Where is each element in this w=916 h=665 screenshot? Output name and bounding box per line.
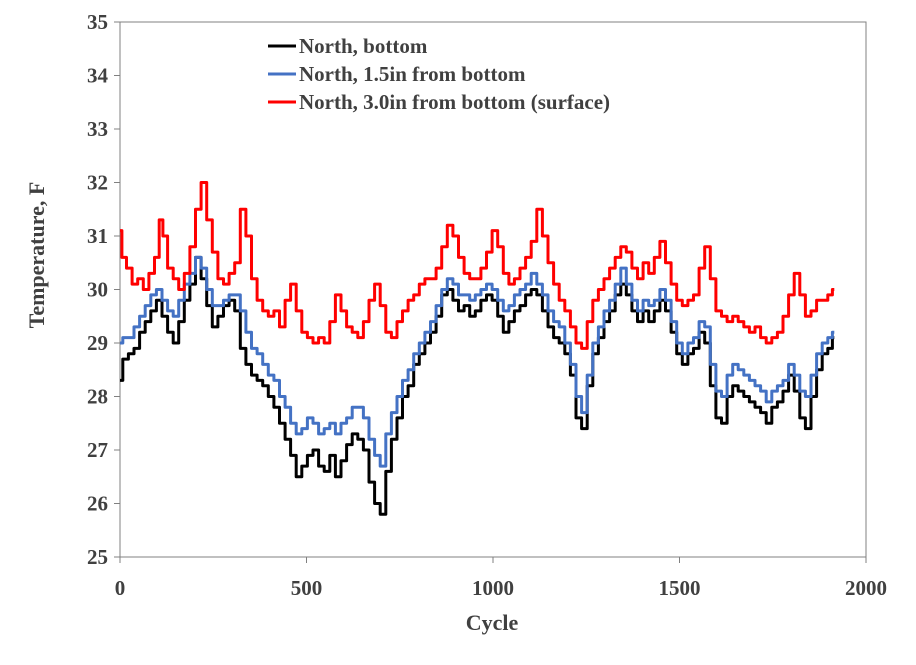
x-tick-label: 500 [291, 576, 323, 600]
y-tick-label: 34 [87, 64, 109, 88]
series-line-2 [120, 255, 835, 468]
y-tick-label: 32 [87, 171, 108, 195]
legend-label-2: North, 1.5in from bottom [299, 62, 526, 86]
y-tick-label: 29 [87, 331, 108, 355]
series-line-3 [120, 181, 835, 350]
x-tick-label: 1500 [659, 576, 701, 600]
x-tick-label: 1000 [472, 576, 514, 600]
x-tick-label: 0 [115, 576, 126, 600]
legend-label-3: North, 3.0in from bottom (surface) [299, 90, 610, 114]
x-axis-ticks: 0 500 1000 1500 2000 [115, 557, 887, 600]
y-tick-label: 30 [87, 278, 108, 302]
legend-label-1: North, bottom [299, 34, 428, 58]
y-tick-label: 26 [87, 492, 108, 516]
y-axis-title: Temperature, F [24, 182, 49, 329]
y-tick-label: 27 [87, 438, 108, 462]
y-tick-label: 28 [87, 385, 108, 409]
series-layer [120, 181, 835, 516]
x-tick-label: 2000 [845, 576, 887, 600]
legend: North, bottom North, 1.5in from bottom Nor… [268, 34, 610, 114]
y-tick-label: 33 [87, 117, 108, 141]
y-tick-label: 31 [87, 224, 108, 248]
y-axis-ticks: 25 26 27 28 29 30 31 32 33 34 35 [87, 10, 120, 569]
y-tick-label: 35 [87, 10, 108, 34]
x-axis-title: Cycle [466, 610, 519, 635]
y-tick-label: 25 [87, 545, 108, 569]
